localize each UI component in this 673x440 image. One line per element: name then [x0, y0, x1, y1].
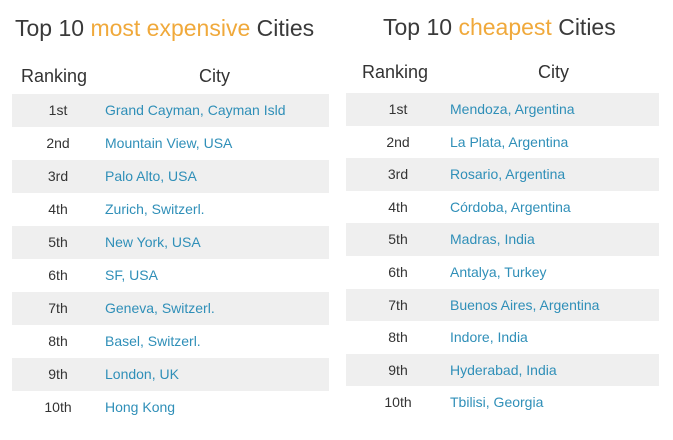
city-link[interactable]: Hyderabad, India	[450, 361, 557, 378]
table-row: 2nd La Plata, Argentina	[346, 126, 659, 159]
cheapest-title-suffix: Cities	[551, 14, 616, 40]
rank-cell: 9th	[48, 366, 68, 382]
cheapest-city-header: City	[538, 62, 569, 82]
cheapest-title: Top 10 cheapest Cities	[346, 13, 659, 41]
expensive-cities-panel: Top 10 most expensive Cities Ranking Cit…	[12, 14, 329, 424]
rank-cell: 2nd	[386, 133, 410, 150]
table-row: 1st Mendoza, Argentina	[346, 93, 659, 126]
table-row: 5th New York, USA	[12, 226, 329, 259]
table-row: 9th London, UK	[12, 358, 329, 391]
city-link[interactable]: London, UK	[105, 366, 179, 382]
table-row: 10th Tbilisi, Georgia	[346, 386, 659, 419]
rank-cell: 1st	[388, 101, 408, 117]
city-link[interactable]: SF, USA	[105, 267, 158, 283]
city-link[interactable]: Zurich, Switzerl.	[105, 201, 205, 217]
city-link[interactable]: Basel, Switzerl.	[105, 333, 201, 349]
city-link[interactable]: La Plata, Argentina	[450, 133, 569, 150]
rank-cell: 6th	[388, 263, 408, 280]
expensive-title: Top 10 most expensive Cities	[12, 14, 329, 42]
rank-cell: 4th	[388, 198, 408, 215]
expensive-title-prefix: Top 10	[15, 15, 91, 41]
expensive-title-accent: most expensive	[90, 15, 251, 41]
table-row: 8th Basel, Switzerl.	[12, 325, 329, 358]
cheapest-title-prefix: Top 10	[383, 14, 459, 40]
city-link[interactable]: New York, USA	[105, 234, 201, 250]
city-link[interactable]: Madras, India	[450, 231, 535, 248]
table-row: 3rd Palo Alto, USA	[12, 160, 329, 193]
expensive-title-suffix: Cities	[250, 15, 315, 41]
rank-cell: 8th	[48, 333, 68, 349]
rank-cell: 7th	[388, 296, 408, 313]
city-link[interactable]: Geneva, Switzerl.	[105, 300, 215, 316]
rank-cell: 5th	[388, 231, 408, 248]
table-row: 8th Indore, India	[346, 321, 659, 354]
table-row: 10th Hong Kong	[12, 391, 329, 424]
city-link[interactable]: Tbilisi, Georgia	[450, 394, 544, 411]
rank-cell: 9th	[388, 361, 408, 378]
city-link[interactable]: Hong Kong	[105, 399, 176, 415]
rank-cell: 6th	[48, 267, 68, 283]
table-row: 9th Hyderabad, India	[346, 353, 659, 387]
rank-cell: 4th	[48, 201, 68, 217]
table-row: 7th Geneva, Switzerl.	[12, 292, 329, 325]
cheapest-table-header: Ranking City	[346, 58, 659, 93]
city-link[interactable]: Mendoza, Argentina	[450, 101, 575, 117]
rank-cell: 3rd	[47, 168, 69, 184]
table-row: 6th Antalya, Turkey	[346, 256, 659, 289]
rank-cell: 8th	[388, 329, 408, 346]
table-row: 3rd Rosario, Argentina	[346, 158, 659, 191]
expensive-city-header: City	[199, 66, 230, 86]
city-link[interactable]: Córdoba, Argentina	[450, 198, 571, 215]
cheapest-table-body: 1st Mendoza, Argentina 2nd La Plata, Argent…	[346, 93, 659, 419]
expensive-table-header: Ranking City	[12, 62, 329, 94]
expensive-table-body: 1st Grand Cayman, Cayman Isld 2nd Mountain …	[12, 94, 329, 424]
table-row: 4th Zurich, Switzerl.	[12, 193, 329, 226]
cheapest-title-accent: cheapest	[458, 14, 552, 40]
city-link[interactable]: Grand Cayman, Cayman Isld	[105, 102, 286, 118]
city-link[interactable]: Buenos Aires, Argentina	[450, 296, 600, 313]
city-link[interactable]: Rosario, Argentina	[450, 166, 566, 183]
table-row: 1st Grand Cayman, Cayman Isld	[12, 94, 329, 127]
expensive-ranking-header: Ranking	[21, 66, 88, 86]
cheapest-ranking-header: Ranking	[362, 62, 429, 82]
table-row: 2nd Mountain View, USA	[12, 127, 329, 160]
city-link[interactable]: Indore, India	[450, 329, 528, 346]
city-link[interactable]: Palo Alto, USA	[105, 168, 197, 184]
table-row: 6th SF, USA	[12, 259, 329, 292]
rank-cell: 10th	[384, 394, 412, 411]
rank-cell: 1st	[48, 102, 68, 118]
rank-cell: 7th	[48, 300, 68, 316]
table-row: 5th Madras, India	[346, 223, 659, 256]
city-link[interactable]: Mountain View, USA	[105, 135, 233, 151]
cheapest-cities-panel: Top 10 cheapest Cities Ranking City 1st M…	[346, 13, 659, 419]
city-link[interactable]: Antalya, Turkey	[450, 263, 547, 280]
rank-cell: 5th	[48, 234, 68, 250]
rank-cell: 2nd	[46, 135, 70, 151]
rank-cell: 10th	[44, 399, 72, 415]
table-row: 7th Buenos Aires, Argentina	[346, 288, 659, 322]
rank-cell: 3rd	[387, 166, 409, 183]
table-row: 4th Córdoba, Argentina	[346, 191, 659, 224]
